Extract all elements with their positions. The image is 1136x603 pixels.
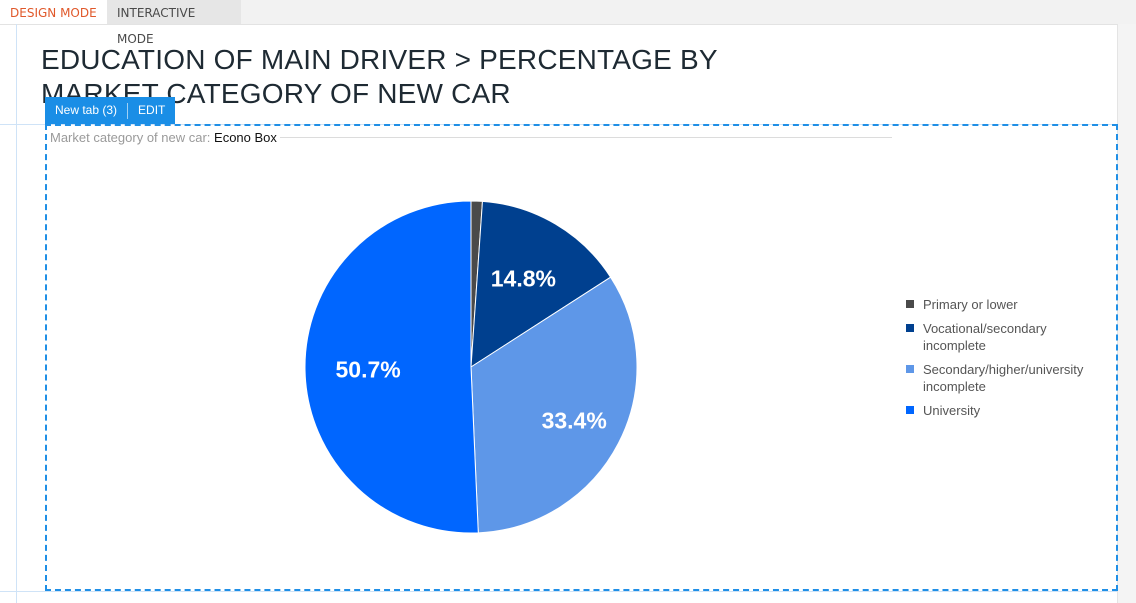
legend-swatch [906, 365, 914, 373]
legend-item[interactable]: Secondary/higher/university incomplete [906, 361, 1111, 395]
data-label: 14.8% [491, 265, 556, 291]
chart-widget[interactable] [45, 124, 1118, 591]
legend-label: Secondary/higher/university incomplete [923, 362, 1084, 394]
layout-guide [0, 591, 1136, 592]
legend-swatch [906, 406, 914, 414]
pie-slice[interactable] [470, 200, 612, 368]
pie-slice[interactable] [470, 276, 638, 534]
filter-label: Market category of new car: [50, 130, 211, 145]
legend-label: Vocational/secondary incomplete [923, 321, 1047, 353]
widget-tab[interactable]: New tab (3) [55, 103, 118, 117]
pie-slice[interactable] [304, 200, 479, 534]
data-label: 33.4% [542, 407, 607, 433]
legend-item[interactable]: Vocational/secondary incomplete [906, 320, 1111, 354]
data-label: 50.7% [335, 356, 400, 382]
legend-item[interactable]: Primary or lower [906, 296, 1111, 313]
chart-legend: Primary or lower Vocational/secondary inc… [906, 296, 1111, 426]
filter-divider [50, 137, 892, 138]
layout-guide [16, 24, 17, 603]
edit-button[interactable]: EDIT [138, 103, 166, 117]
mode-bar: DESIGN MODE INTERACTIVE MODE [0, 0, 1136, 46]
interactive-mode-tab[interactable]: INTERACTIVE MODE [107, 0, 241, 46]
filter-caption: Market category of new car: Econo Box [50, 130, 280, 145]
legend-swatch [906, 324, 914, 332]
tab-divider [127, 102, 129, 119]
legend-label: University [923, 403, 981, 418]
legend-label: Primary or lower [923, 297, 1018, 312]
filter-value: Econo Box [214, 130, 277, 145]
design-mode-tab[interactable]: DESIGN MODE [0, 0, 107, 24]
legend-item[interactable]: University [906, 402, 1111, 419]
widget-tab-bar: New tab (3) EDIT [45, 97, 176, 124]
legend-swatch [906, 300, 914, 308]
